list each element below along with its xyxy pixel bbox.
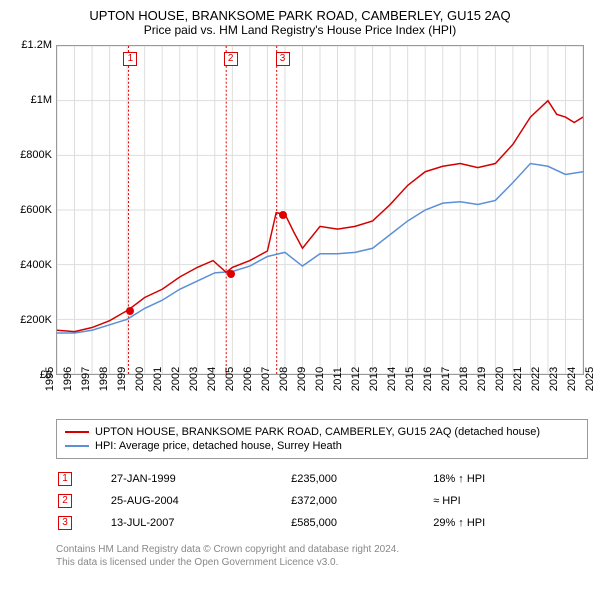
- x-tick-label: 2025: [584, 367, 596, 391]
- y-tick-label: £600K: [20, 204, 52, 216]
- credit-line-1: Contains HM Land Registry data © Crown c…: [56, 543, 588, 556]
- legend: UPTON HOUSE, BRANKSOME PARK ROAD, CAMBER…: [56, 419, 588, 459]
- x-tick-label: 2011: [332, 367, 344, 391]
- x-tick-label: 2018: [458, 367, 470, 391]
- sales-row: 3 13-JUL-2007 £585,000 29% ↑ HPI: [58, 513, 586, 533]
- legend-swatch-hpi: [65, 445, 89, 447]
- sale-diff: 29% ↑ HPI: [433, 513, 586, 533]
- x-tick-label: 1999: [116, 367, 128, 391]
- x-tick-label: 2014: [386, 367, 398, 391]
- x-axis: 1995199619971998199920002001200220032004…: [56, 375, 584, 415]
- sale-marker-1: 1: [58, 472, 72, 486]
- x-tick-label: 2003: [188, 367, 200, 391]
- sale-point-2: [227, 270, 235, 278]
- x-tick-label: 1995: [44, 367, 56, 391]
- sale-marker-2: 2: [58, 494, 72, 508]
- x-tick-label: 2006: [242, 367, 254, 391]
- legend-label-price: UPTON HOUSE, BRANKSOME PARK ROAD, CAMBER…: [95, 426, 540, 438]
- chart-subtitle: Price paid vs. HM Land Registry's House …: [12, 23, 588, 37]
- x-tick-label: 2002: [170, 367, 182, 391]
- sale-price: £235,000: [291, 469, 431, 489]
- chart-area: £0£200K£400K£600K£800K£1M£1.2M 123 19951…: [12, 45, 588, 415]
- credit-line-2: This data is licensed under the Open Gov…: [56, 556, 588, 569]
- sale-date: 25-AUG-2004: [111, 491, 289, 511]
- sale-price: £372,000: [291, 491, 431, 511]
- credit-text: Contains HM Land Registry data © Crown c…: [56, 543, 588, 569]
- plot-region: 1 2 3: [56, 45, 584, 375]
- sale-date: 13-JUL-2007: [111, 513, 289, 533]
- legend-item-price: UPTON HOUSE, BRANKSOME PARK ROAD, CAMBER…: [65, 426, 579, 438]
- x-tick-label: 2000: [134, 367, 146, 391]
- x-tick-label: 2019: [476, 367, 488, 391]
- x-tick-label: 2007: [260, 367, 272, 391]
- x-tick-label: 2017: [440, 367, 452, 391]
- sale-diff: 18% ↑ HPI: [433, 469, 586, 489]
- x-tick-label: 2008: [278, 367, 290, 391]
- legend-label-hpi: HPI: Average price, detached house, Surr…: [95, 440, 342, 452]
- chart-title: UPTON HOUSE, BRANKSOME PARK ROAD, CAMBER…: [12, 8, 588, 23]
- x-tick-label: 2001: [152, 367, 164, 391]
- x-tick-label: 2013: [368, 367, 380, 391]
- y-tick-label: £800K: [20, 149, 52, 161]
- x-tick-label: 1996: [62, 367, 74, 391]
- legend-item-hpi: HPI: Average price, detached house, Surr…: [65, 440, 579, 452]
- y-tick-label: £1.2M: [21, 39, 52, 51]
- sales-row: 1 27-JAN-1999 £235,000 18% ↑ HPI: [58, 469, 586, 489]
- sale-date: 27-JAN-1999: [111, 469, 289, 489]
- x-tick-label: 2012: [350, 367, 362, 391]
- x-tick-label: 2010: [314, 367, 326, 391]
- legend-swatch-price: [65, 431, 89, 433]
- y-tick-label: £400K: [20, 259, 52, 271]
- x-tick-label: 2004: [206, 367, 218, 391]
- sale-price: £585,000: [291, 513, 431, 533]
- y-tick-label: £200K: [20, 314, 52, 326]
- x-tick-label: 2022: [530, 367, 542, 391]
- sale-marker-3: 3: [58, 516, 72, 530]
- sale-diff: ≈ HPI: [433, 491, 586, 511]
- x-tick-label: 2009: [296, 367, 308, 391]
- x-tick-label: 1998: [98, 367, 110, 391]
- sale-point-3: [279, 211, 287, 219]
- x-tick-label: 2023: [548, 367, 560, 391]
- x-tick-label: 2020: [494, 367, 506, 391]
- y-tick-label: £1M: [31, 94, 52, 106]
- x-tick-label: 2015: [404, 367, 416, 391]
- sales-row: 2 25-AUG-2004 £372,000 ≈ HPI: [58, 491, 586, 511]
- sale-point-1: [126, 307, 134, 315]
- chart-marker-1: 1: [123, 52, 137, 66]
- x-tick-label: 2024: [566, 367, 578, 391]
- x-tick-label: 1997: [80, 367, 92, 391]
- x-tick-label: 2016: [422, 367, 434, 391]
- chart-marker-3: 3: [276, 52, 290, 66]
- x-tick-label: 2021: [512, 367, 524, 391]
- sales-table: 1 27-JAN-1999 £235,000 18% ↑ HPI 2 25-AU…: [56, 467, 588, 535]
- chart-marker-2: 2: [224, 52, 238, 66]
- x-tick-label: 2005: [224, 367, 236, 391]
- y-axis: £0£200K£400K£600K£800K£1M£1.2M: [12, 45, 56, 375]
